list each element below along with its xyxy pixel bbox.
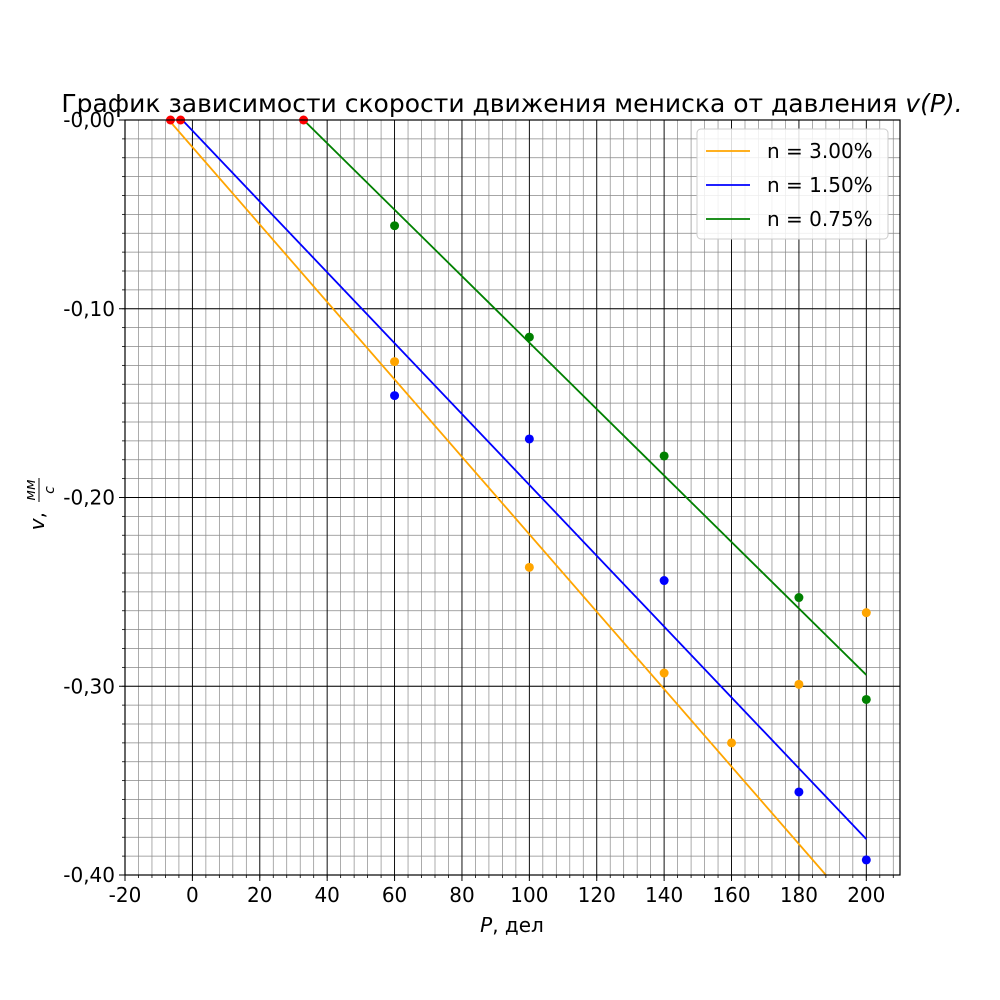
- x-tick-label: 200: [847, 883, 885, 907]
- data-point: [861, 608, 871, 618]
- y-axis-label-main: v,: [25, 512, 49, 530]
- y-tick-label: -0,20: [63, 486, 115, 510]
- data-point: [794, 593, 804, 603]
- data-point: [659, 668, 669, 678]
- data-point: [727, 738, 737, 748]
- x-tick-label: 60: [382, 883, 407, 907]
- fit-line: [168, 119, 827, 876]
- x-axis-label: P, дел: [480, 913, 544, 937]
- data-point: [390, 357, 400, 367]
- data-point: [524, 332, 534, 342]
- x-tick-label: 20: [247, 883, 272, 907]
- x-tick-label: -20: [109, 883, 142, 907]
- data-point: [659, 451, 669, 461]
- data-point: [861, 855, 871, 865]
- data-point: [794, 679, 804, 689]
- y-tick-label: -0,30: [63, 674, 115, 698]
- x-axis-ticks: -20 0 20 40 60 80 100 120 140 160 180 200: [109, 875, 894, 907]
- y-axis-unit-numerator: мм: [23, 479, 39, 501]
- legend: n = 3.00% n = 1.50% n = 0.75%: [696, 128, 889, 240]
- y-tick-label: -0,10: [63, 297, 115, 321]
- data-point: [390, 221, 400, 231]
- legend-label: n = 3.00%: [767, 139, 873, 163]
- chart-title: График зависимости скорости движения мен…: [61, 89, 962, 118]
- x-axis-label-math: P: [480, 913, 493, 937]
- legend-label: n = 1.50%: [767, 173, 873, 197]
- x-tick-label: 140: [645, 883, 683, 907]
- y-axis-label-math: v: [25, 517, 49, 530]
- x-tick-label: 0: [186, 883, 199, 907]
- data-point: [390, 391, 400, 401]
- y-axis-ticks: -0,00 -0,10 -0,20 -0,30 -0,40: [63, 108, 125, 887]
- chart-title-text: График зависимости скорости движения мен…: [61, 89, 905, 118]
- y-axis-unit-denominator: с: [42, 486, 58, 494]
- data-point: [794, 787, 804, 797]
- x-tick-label: 160: [712, 883, 750, 907]
- legend-label: n = 0.75%: [767, 207, 873, 231]
- x-tick-label: 100: [510, 883, 548, 907]
- chart-title-math: v(P).: [905, 89, 962, 118]
- fit-line: [302, 119, 867, 676]
- x-axis-label-text: , дел: [492, 913, 544, 937]
- x-tick-label: 120: [578, 883, 616, 907]
- x-tick-label: 80: [449, 883, 474, 907]
- y-tick-label: -0,40: [63, 863, 115, 887]
- x-tick-label: 180: [780, 883, 818, 907]
- y-tick-label: -0,00: [63, 108, 115, 132]
- fit-line: [181, 119, 867, 840]
- data-point: [524, 562, 534, 572]
- x-tick-label: 40: [314, 883, 339, 907]
- data-point: [659, 576, 669, 586]
- fit-lines: [168, 119, 867, 876]
- data-points: [165, 115, 871, 865]
- y-axis-label: v, мм с: [23, 478, 58, 530]
- legend-box: [696, 128, 889, 240]
- data-point: [524, 434, 534, 444]
- data-point: [861, 694, 871, 704]
